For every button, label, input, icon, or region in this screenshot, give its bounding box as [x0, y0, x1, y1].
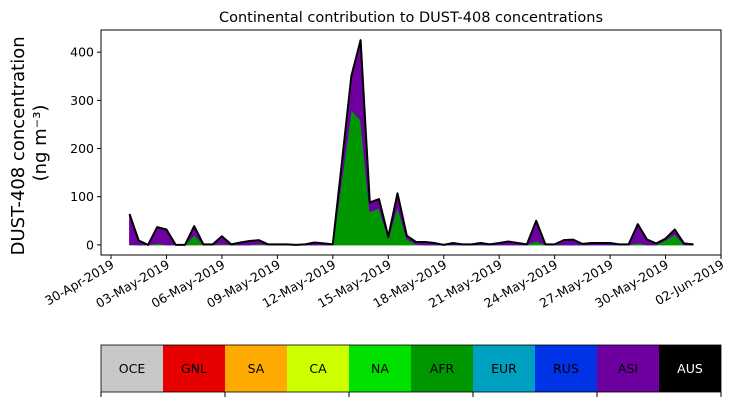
- legend-label: SA: [248, 361, 265, 376]
- legend-item-gnl: GNL: [163, 345, 225, 392]
- legend-item-oce: OCE: [101, 345, 163, 392]
- x-axis: 30-Apr-201903-May-201906-May-201909-May-…: [42, 255, 727, 311]
- legend-swatch: [225, 345, 287, 392]
- y-tick-label: 100: [70, 189, 94, 204]
- legend-swatch: [101, 345, 163, 392]
- legend-swatch: [473, 345, 535, 392]
- area-rus: [129, 109, 694, 246]
- y-axis-label-line2: (ng m⁻³): [30, 105, 51, 182]
- legend-swatch: [349, 345, 411, 392]
- legend-item-aus: AUS: [659, 345, 721, 392]
- y-tick-label: 200: [70, 141, 94, 156]
- chart-title: Continental contribution to DUST-408 con…: [219, 10, 603, 26]
- legend-swatch: [535, 345, 597, 392]
- legend-label: CA: [309, 361, 327, 376]
- legend-label: ASI: [618, 361, 638, 376]
- y-axis-label-line1: DUST-408 concentration: [8, 36, 29, 255]
- total-outline: [128, 39, 694, 246]
- y-tick-label: 0: [86, 237, 94, 252]
- plot-area: [100, 29, 722, 256]
- y-tick-label: 400: [70, 45, 94, 60]
- legend-label: AUS: [677, 361, 703, 376]
- area-asi: [129, 40, 694, 246]
- legend-item-afr: AFR: [411, 345, 473, 392]
- legend-colorbar: OCE GNL SA CA NA AFR EUR RUS ASI AUS: [100, 344, 722, 397]
- area-afr: [129, 109, 694, 246]
- legend-swatch: [411, 345, 473, 392]
- legend-item-asi: ASI: [597, 345, 659, 392]
- y-axis-label: DUST-408 concentration (ng m⁻³): [8, 31, 51, 256]
- y-axis: 0 100 200 300 400: [70, 45, 101, 252]
- legend-swatch: [597, 345, 659, 392]
- legend-frame: [100, 344, 722, 393]
- axes-frame: [100, 29, 722, 256]
- legend-swatch: [287, 345, 349, 392]
- area-aus: [129, 40, 694, 246]
- area-eur: [129, 109, 694, 246]
- legend-label: AFR: [430, 361, 455, 376]
- legend-item-rus: RUS: [535, 345, 597, 392]
- legend-item-eur: EUR: [473, 345, 535, 392]
- legend-swatch: [163, 345, 225, 392]
- legend-label: GNL: [181, 361, 207, 376]
- legend-item-na: NA: [349, 345, 411, 392]
- legend-label: EUR: [491, 361, 517, 376]
- legend-label: OCE: [119, 361, 146, 376]
- legend-label: RUS: [553, 361, 579, 376]
- legend-item-ca: CA: [287, 345, 349, 392]
- y-tick-label: 300: [70, 93, 94, 108]
- legend-swatch: [659, 345, 721, 392]
- legend-item-sa: SA: [225, 345, 287, 392]
- legend-label: NA: [371, 361, 389, 376]
